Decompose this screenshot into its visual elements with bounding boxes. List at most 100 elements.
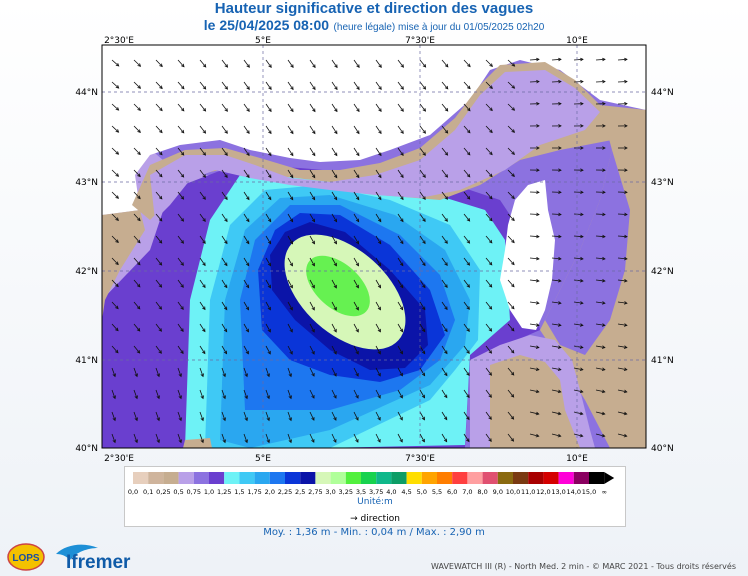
colorbar-swatch	[497, 472, 513, 484]
direction-arrow	[287, 323, 293, 333]
direction-arrow	[155, 345, 162, 354]
direction-arrow	[177, 147, 185, 156]
direction-arrow	[331, 411, 337, 421]
lat-tick: 40°N	[651, 444, 674, 454]
direction-legend: → direction	[125, 514, 625, 524]
direction-arrow-head	[602, 190, 606, 195]
direction-arrow-head	[511, 63, 516, 67]
direction-arrow-head	[156, 373, 160, 378]
direction-arrow	[309, 213, 315, 222]
colorbar-swatch	[315, 472, 331, 484]
direction-arrow	[199, 59, 207, 68]
direction-arrow	[221, 301, 228, 310]
direction-arrow-head	[137, 195, 141, 200]
direction-arrow	[287, 59, 294, 68]
direction-arrow-head	[466, 151, 471, 156]
direction-arrow-head	[290, 152, 294, 157]
direction-arrow	[441, 147, 448, 156]
direction-arrow-head	[580, 190, 584, 195]
direction-arrow-head	[444, 240, 448, 244]
direction-arrow	[221, 81, 228, 90]
direction-arrow	[551, 213, 562, 215]
direction-arrow-head	[289, 306, 293, 311]
direction-arrow-head	[202, 63, 207, 68]
direction-arrow	[331, 323, 337, 333]
direction-arrow	[133, 257, 141, 266]
direction-arrow	[199, 235, 206, 244]
direction-arrow-head	[558, 124, 562, 128]
direction-arrow	[595, 323, 605, 326]
direction-arrow	[441, 103, 449, 112]
direction-arrow-head	[333, 306, 337, 311]
direction-arrow	[507, 279, 515, 287]
direction-arrow	[221, 367, 226, 377]
direction-arrow-head	[159, 129, 163, 134]
direction-arrow	[331, 345, 337, 355]
direction-arrow	[309, 147, 316, 156]
direction-arrow-head	[267, 306, 271, 311]
direction-arrow	[111, 147, 119, 155]
direction-arrow	[331, 213, 337, 222]
chart-title: Hauteur significative et direction des v…	[214, 0, 534, 17]
direction-arrow	[375, 125, 382, 134]
direction-arrow	[463, 147, 471, 156]
direction-arrow	[155, 257, 162, 266]
direction-arrow-head	[399, 328, 404, 333]
colorbar-swatch	[254, 472, 270, 484]
direction-arrow-head	[224, 64, 229, 68]
direction-arrow	[243, 213, 250, 222]
direction-arrow-head	[202, 196, 206, 200]
direction-arrow	[441, 125, 448, 134]
direction-arrow-head	[246, 196, 250, 201]
direction-arrow-head	[158, 195, 163, 200]
direction-arrow-head	[489, 85, 493, 90]
colorbar-label: 0,5	[173, 488, 183, 496]
direction-arrow	[463, 191, 471, 200]
direction-arrow-head	[623, 433, 628, 438]
direction-arrow-head	[579, 345, 584, 349]
direction-arrow	[111, 345, 119, 354]
direction-arrow-head	[112, 417, 116, 422]
direction-arrow-head	[602, 57, 606, 62]
direction-arrow-head	[511, 261, 515, 266]
direction-arrow-head	[159, 85, 163, 90]
direction-arrow	[617, 411, 627, 415]
direction-arrow	[507, 147, 515, 155]
lat-tick: 41°N	[75, 356, 98, 366]
direction-arrow-head	[510, 393, 515, 398]
direction-arrow	[463, 59, 471, 67]
direction-arrow-head	[180, 129, 185, 134]
direction-arrow-head	[333, 350, 337, 355]
direction-arrow	[419, 345, 426, 354]
direction-arrow-head	[267, 240, 272, 245]
direction-arrow	[485, 213, 493, 222]
direction-arrow-head	[112, 439, 116, 444]
direction-arrow	[441, 257, 448, 266]
direction-arrow	[243, 345, 249, 355]
direction-arrow-head	[355, 417, 359, 421]
direction-arrow-head	[115, 239, 119, 244]
direction-arrow	[507, 81, 515, 89]
direction-arrow-head	[289, 218, 294, 223]
direction-arrow	[287, 169, 294, 178]
direction-arrow	[221, 103, 228, 112]
direction-arrow	[551, 433, 561, 437]
direction-arrow-head	[245, 328, 249, 333]
direction-arrow	[111, 169, 119, 177]
direction-arrow	[265, 345, 271, 355]
direction-arrow	[463, 301, 470, 310]
direction-arrow	[177, 257, 184, 266]
direction-arrow	[265, 433, 270, 443]
direction-arrow	[265, 301, 271, 311]
direction-arrow	[177, 323, 184, 332]
direction-arrow-head	[268, 86, 272, 91]
direction-arrow-head	[421, 328, 426, 333]
direction-arrow-head	[289, 262, 293, 267]
direction-arrow	[595, 367, 605, 371]
direction-arrow	[331, 59, 338, 68]
direction-arrow	[221, 433, 226, 443]
direction-arrow	[573, 257, 583, 260]
direction-arrow	[573, 367, 583, 371]
direction-arrow-head	[422, 284, 426, 289]
direction-arrow	[221, 235, 228, 244]
